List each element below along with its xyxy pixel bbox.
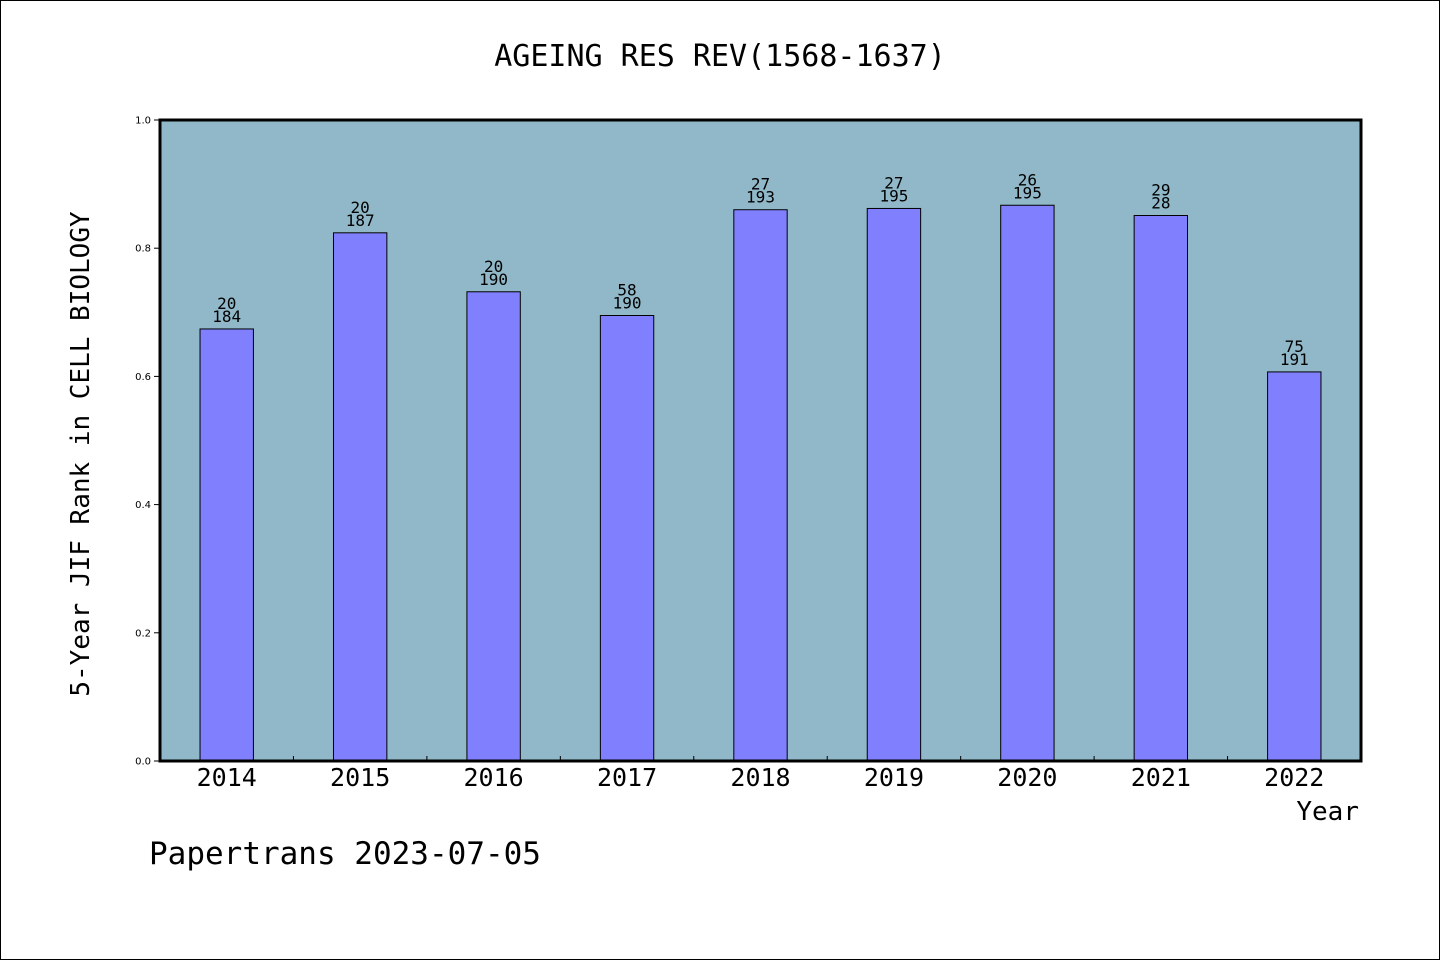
y-tick-label-0.2: 0.2 <box>135 628 151 639</box>
bar-2022 <box>1267 371 1322 762</box>
data-label-rank-2018: 27 <box>751 175 770 194</box>
bar-2019 <box>866 207 922 762</box>
x-tick-label-2018: 2018 <box>730 763 790 792</box>
y-tick-label-0.8: 0.8 <box>135 244 151 255</box>
chart-title: AGEING RES REV(1568-1637) <box>494 39 946 74</box>
y-tick-label-0.0: 0.0 <box>135 757 151 768</box>
x-tick-label-2015: 2015 <box>330 763 390 792</box>
y-tick-label-0.4: 0.4 <box>135 500 151 511</box>
y-axis-label: 5-Year JIF Rank in CELL BIOLOGY <box>66 211 96 697</box>
bar-2015 <box>332 232 388 762</box>
data-label-rank-2020: 26 <box>1018 170 1037 189</box>
y-tick-label-1.0: 1.0 <box>135 116 151 127</box>
footer-text: Papertrans 2023-07-05 <box>149 836 541 872</box>
x-tick-label-2017: 2017 <box>597 763 657 792</box>
data-label-rank-2015: 20 <box>351 198 370 217</box>
x-axis-label: Year <box>1296 797 1359 827</box>
bars-group <box>199 204 1322 762</box>
y-axis: 0.0 0.2 0.4 0.6 0.8 1.0 <box>135 116 160 768</box>
data-label-total-2020: 195 <box>1013 183 1042 202</box>
data-label-rank-2017: 58 <box>617 281 636 300</box>
bar-2020 <box>1000 204 1055 762</box>
bar-2018 <box>733 209 788 762</box>
y-tick-label-0.6: 0.6 <box>135 372 151 383</box>
bar-2016 <box>466 291 521 762</box>
x-tick-label-2022: 2022 <box>1264 763 1324 792</box>
x-tick-label-2016: 2016 <box>464 763 524 792</box>
x-tick-label-2019: 2019 <box>864 763 924 792</box>
data-label-total-2016: 190 <box>479 270 508 289</box>
data-label-total-2017: 190 <box>613 294 642 313</box>
data-label-rank-2016: 20 <box>484 257 503 276</box>
bar-2017 <box>599 315 655 762</box>
bar-2014 <box>199 328 254 762</box>
data-label-total-2021: 28 <box>1151 194 1170 213</box>
data-label-total-2018: 193 <box>746 188 775 207</box>
x-tick-label-2021: 2021 <box>1131 763 1191 792</box>
x-axis: 2014 2015 2016 2017 2018 2019 2020 2021 2022 <box>197 756 1324 792</box>
plot-frame <box>158 118 1363 763</box>
data-label-total-2022: 191 <box>1280 350 1309 369</box>
x-tick-label-2014: 2014 <box>197 763 257 792</box>
data-label-rank-2014: 20 <box>217 294 236 313</box>
data-label-total-2014: 184 <box>212 307 241 326</box>
bar-2021 <box>1133 215 1189 762</box>
data-label-rank-2021: 29 <box>1151 181 1170 200</box>
data-label-total-2019: 195 <box>879 186 908 205</box>
data-label-total-2015: 187 <box>346 211 375 230</box>
x-tick-label-2020: 2020 <box>997 763 1057 792</box>
data-label-rank-2022: 75 <box>1285 337 1304 356</box>
data-label-rank-2019: 27 <box>884 173 903 192</box>
